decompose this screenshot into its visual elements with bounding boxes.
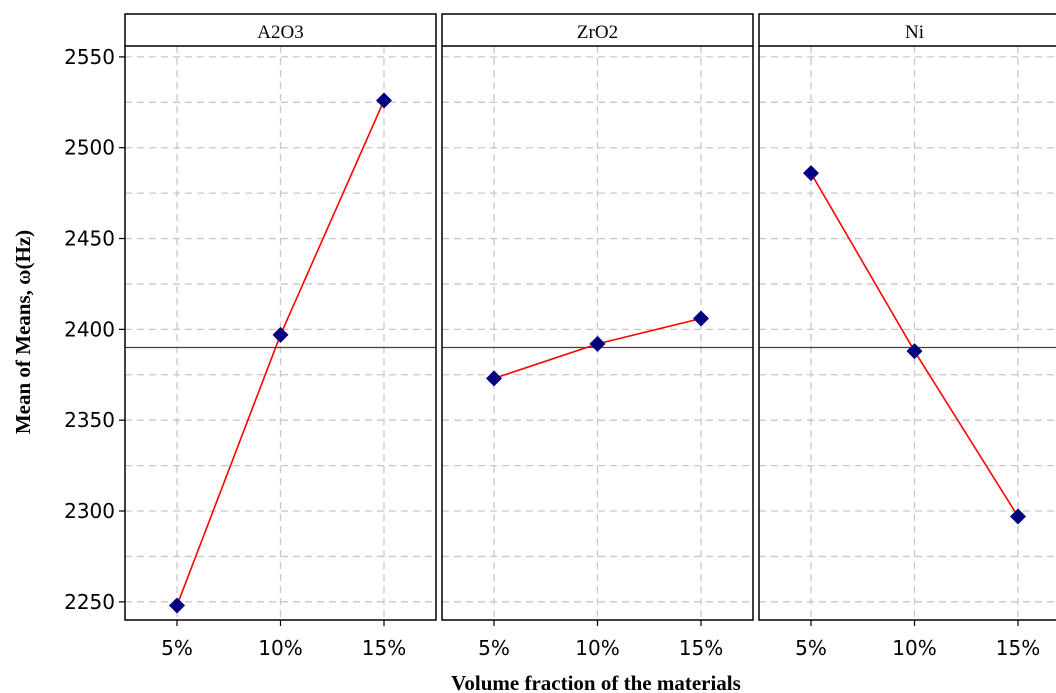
data-point bbox=[272, 326, 289, 343]
x-tick-label: 15% bbox=[679, 636, 723, 660]
strip-label: A2O3 bbox=[257, 22, 303, 43]
panel-a2o3: A2O3 5% 10% 15% bbox=[124, 13, 437, 660]
x-tick-label: 5% bbox=[161, 636, 193, 660]
y-tick-label: 2350 bbox=[64, 408, 115, 432]
strip-label: Ni bbox=[905, 22, 924, 43]
panel-zro2: ZrO2 5% 10% 15% bbox=[441, 13, 754, 660]
data-point bbox=[589, 335, 606, 352]
x-tick-label: 15% bbox=[362, 636, 406, 660]
x-axis-title: Volume fraction of the materials bbox=[451, 671, 741, 693]
panel-ni: Ni 5% 10% 15% bbox=[758, 13, 1056, 660]
x-tick-label: 10% bbox=[258, 636, 302, 660]
x-tick-label: 5% bbox=[795, 636, 827, 660]
y-tick-label: 2450 bbox=[64, 227, 115, 251]
y-axis-title: Mean of Means, ω(Hz) bbox=[11, 230, 35, 434]
y-tick-label: 2400 bbox=[64, 317, 115, 341]
y-tick-label: 2250 bbox=[64, 590, 115, 614]
x-tick-label: 15% bbox=[996, 636, 1040, 660]
data-point bbox=[169, 597, 185, 614]
y-tick-label: 2550 bbox=[64, 45, 115, 69]
y-tick-label: 2500 bbox=[64, 136, 115, 160]
strip-label: ZrO2 bbox=[577, 22, 618, 43]
y-tick-label: 2300 bbox=[64, 499, 115, 523]
data-point bbox=[803, 165, 819, 182]
data-point bbox=[693, 310, 709, 327]
panel-frame bbox=[758, 13, 1056, 621]
data-point bbox=[1010, 508, 1026, 525]
data-point bbox=[376, 92, 392, 109]
data-point bbox=[486, 370, 502, 387]
x-tick-label: 5% bbox=[478, 636, 510, 660]
x-tick-label: 10% bbox=[575, 636, 619, 660]
data-point bbox=[906, 343, 923, 360]
x-tick-label: 10% bbox=[892, 636, 936, 660]
